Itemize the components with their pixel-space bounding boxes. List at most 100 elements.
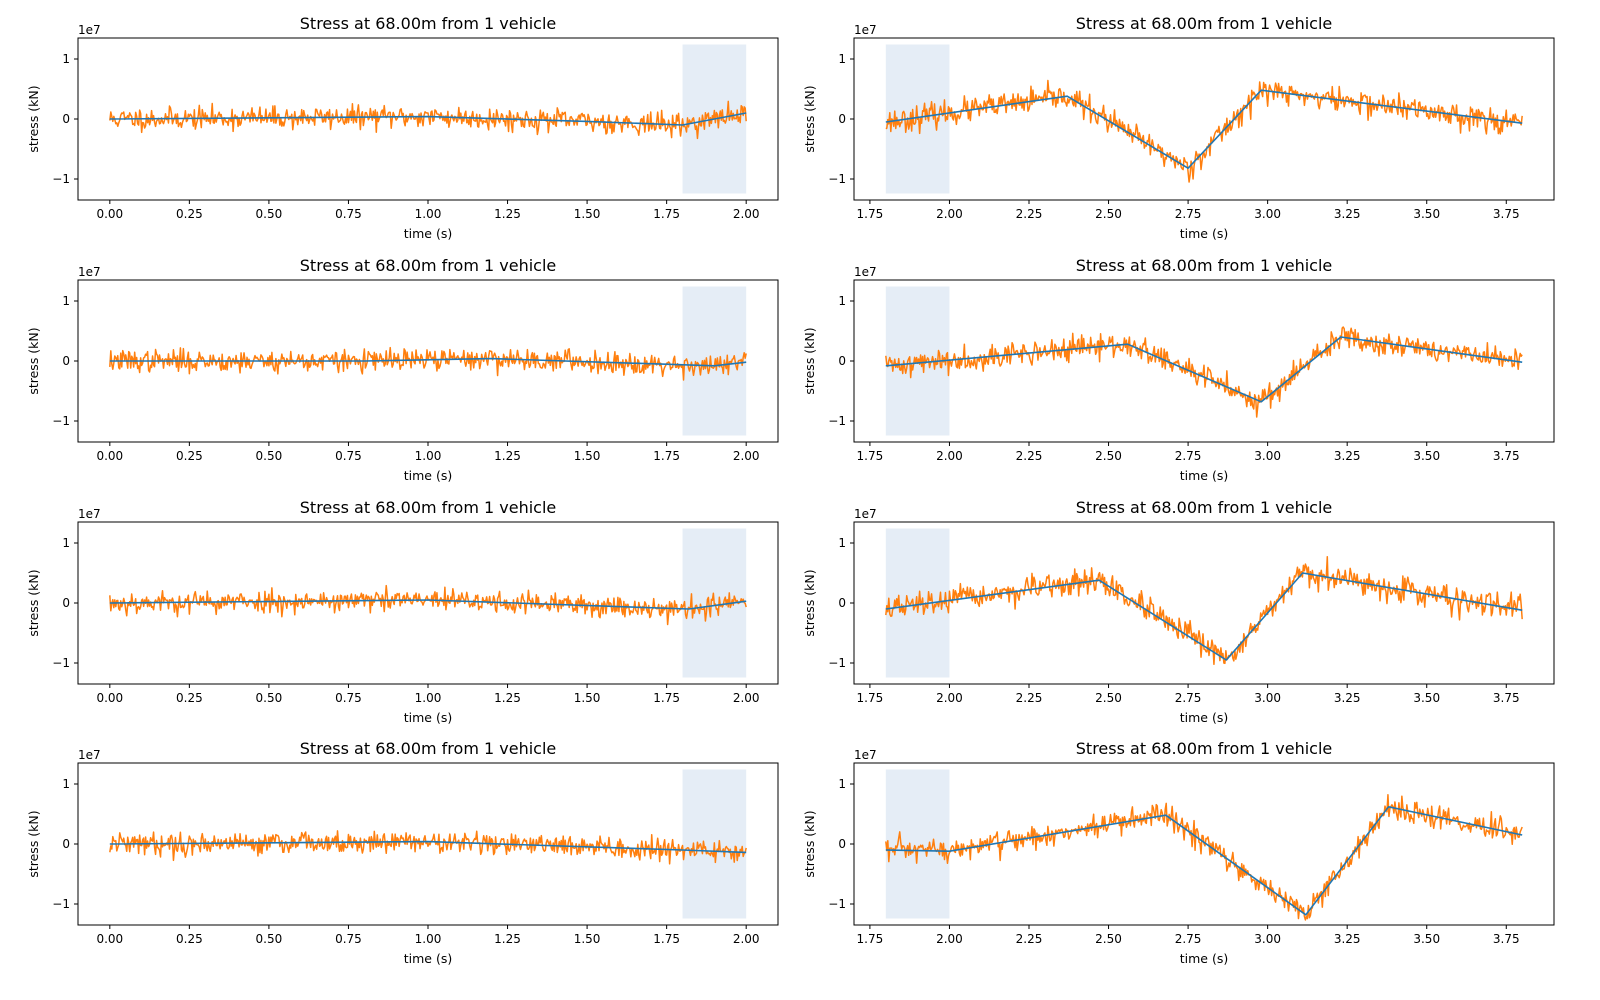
- subplot-4: 1.75 2.00 2.25 2.50 2.75 3.00 3.25 3.50 3.75 −1 0 1…: [802, 256, 1555, 483]
- x-tick-label: 2.75: [1175, 932, 1202, 946]
- clean-stress-line: [885, 572, 1523, 661]
- x-tick-label: 0.50: [256, 932, 283, 946]
- subplot-5: 0.00 0.25 0.50 0.75 1.00 1.25 1.50 1.75 2.00 −1 0 1…: [26, 498, 779, 725]
- y-tick-label: −1: [828, 414, 846, 428]
- x-tick-label: 2.75: [1175, 207, 1202, 221]
- x-tick-label: 3.75: [1493, 691, 1520, 705]
- clean-stress-line: [109, 599, 747, 610]
- x-tick-label: 3.50: [1413, 932, 1440, 946]
- x-tick-label: 2.00: [733, 449, 760, 463]
- x-tick-label: 1.75: [653, 449, 680, 463]
- x-tick-label: 1.50: [574, 932, 601, 946]
- y-axis-label: stress (kN): [802, 85, 817, 152]
- chart-title: Stress at 68.00m from 1 vehicle: [300, 256, 556, 275]
- x-tick-label: 2.25: [1016, 449, 1043, 463]
- noisy-stress-line: [109, 100, 747, 140]
- x-axis-label: time (s): [404, 951, 452, 966]
- y-tick-label: −1: [52, 897, 70, 911]
- y-tick-label: 1: [62, 52, 70, 66]
- x-tick-label: 1.00: [415, 932, 442, 946]
- y-tick-label: −1: [828, 656, 846, 670]
- x-tick-label: 3.25: [1334, 932, 1361, 946]
- x-tick-label: 0.25: [176, 691, 203, 705]
- y-tick-label: 0: [838, 596, 846, 610]
- x-tick-label: 3.50: [1413, 691, 1440, 705]
- clean-stress-line: [885, 806, 1523, 916]
- chart-title: Stress at 68.00m from 1 vehicle: [1076, 14, 1332, 33]
- x-tick-label: 2.00: [936, 691, 963, 705]
- highlight-window: [885, 769, 950, 919]
- x-tick-label: 1.75: [653, 932, 680, 946]
- y-tick-label: −1: [52, 172, 70, 186]
- x-tick-label: 3.00: [1254, 691, 1281, 705]
- y-tick-label: −1: [828, 897, 846, 911]
- x-tick-label: 2.00: [936, 932, 963, 946]
- clean-stress-line: [885, 89, 1523, 169]
- y-tick-label: 0: [838, 837, 846, 851]
- y-tick-label: 1: [838, 52, 846, 66]
- x-tick-label: 1.50: [574, 207, 601, 221]
- y-tick-label: 1: [62, 294, 70, 308]
- x-tick-label: 3.75: [1493, 207, 1520, 221]
- noisy-stress-line: [885, 794, 1523, 921]
- x-axis-label: time (s): [1180, 710, 1228, 725]
- y-exponent-label: 1e7: [78, 265, 101, 279]
- y-exponent-label: 1e7: [78, 507, 101, 521]
- y-tick-label: 1: [838, 777, 846, 791]
- y-tick-label: 0: [62, 837, 70, 851]
- y-tick-label: −1: [52, 414, 70, 428]
- x-tick-label: 1.00: [415, 207, 442, 221]
- x-tick-label: 2.50: [1095, 207, 1122, 221]
- x-tick-label: 1.50: [574, 691, 601, 705]
- x-tick-label: 2.25: [1016, 207, 1043, 221]
- y-tick-label: 1: [62, 777, 70, 791]
- x-tick-label: 0.50: [256, 691, 283, 705]
- y-tick-label: 0: [62, 112, 70, 126]
- chart-title: Stress at 68.00m from 1 vehicle: [1076, 256, 1332, 275]
- x-tick-label: 2.50: [1095, 449, 1122, 463]
- y-tick-label: 1: [62, 536, 70, 550]
- x-tick-label: 0.00: [96, 207, 123, 221]
- y-tick-label: 1: [838, 294, 846, 308]
- x-tick-label: 0.75: [335, 932, 362, 946]
- x-tick-label: 1.25: [494, 691, 521, 705]
- x-tick-label: 0.00: [96, 691, 123, 705]
- y-tick-label: 0: [838, 354, 846, 368]
- y-tick-label: 0: [62, 596, 70, 610]
- x-tick-label: 3.50: [1413, 449, 1440, 463]
- y-exponent-label: 1e7: [78, 748, 101, 762]
- clean-stress-line: [109, 357, 747, 367]
- x-tick-label: 3.00: [1254, 932, 1281, 946]
- x-tick-label: 2.25: [1016, 691, 1043, 705]
- y-tick-label: 1: [838, 536, 846, 550]
- chart-title: Stress at 68.00m from 1 vehicle: [300, 498, 556, 517]
- y-exponent-label: 1e7: [854, 748, 877, 762]
- y-exponent-label: 1e7: [854, 265, 877, 279]
- clean-stress-line: [109, 840, 747, 854]
- x-tick-label: 1.75: [653, 691, 680, 705]
- subplot-1: 0.00 0.25 0.50 0.75 1.00 1.25 1.50 1.75 2.00 −1 0 1…: [26, 14, 779, 241]
- subplot-grid: 0.00 0.25 0.50 0.75 1.00 1.25 1.50 1.75 2.00 −1 0 1…: [26, 14, 1555, 966]
- x-tick-label: 2.00: [733, 932, 760, 946]
- x-tick-label: 3.75: [1493, 932, 1520, 946]
- noisy-stress-line: [885, 79, 1523, 183]
- x-tick-label: 1.75: [857, 449, 884, 463]
- noisy-stress-line: [885, 326, 1523, 418]
- x-tick-label: 1.50: [574, 449, 601, 463]
- y-exponent-label: 1e7: [854, 507, 877, 521]
- x-tick-label: 1.25: [494, 932, 521, 946]
- noisy-stress-line: [885, 555, 1523, 666]
- y-axis-label: stress (kN): [26, 327, 41, 394]
- x-tick-label: 0.00: [96, 449, 123, 463]
- y-tick-label: −1: [828, 172, 846, 186]
- x-tick-label: 3.25: [1334, 207, 1361, 221]
- x-tick-label: 2.00: [936, 207, 963, 221]
- y-axis-label: stress (kN): [802, 810, 817, 877]
- y-axis-label: stress (kN): [802, 569, 817, 636]
- noisy-stress-line: [109, 830, 747, 865]
- x-axis-label: time (s): [1180, 468, 1228, 483]
- y-axis-label: stress (kN): [26, 569, 41, 636]
- y-exponent-label: 1e7: [854, 23, 877, 37]
- noisy-stress-line: [109, 584, 747, 626]
- x-tick-label: 0.25: [176, 207, 203, 221]
